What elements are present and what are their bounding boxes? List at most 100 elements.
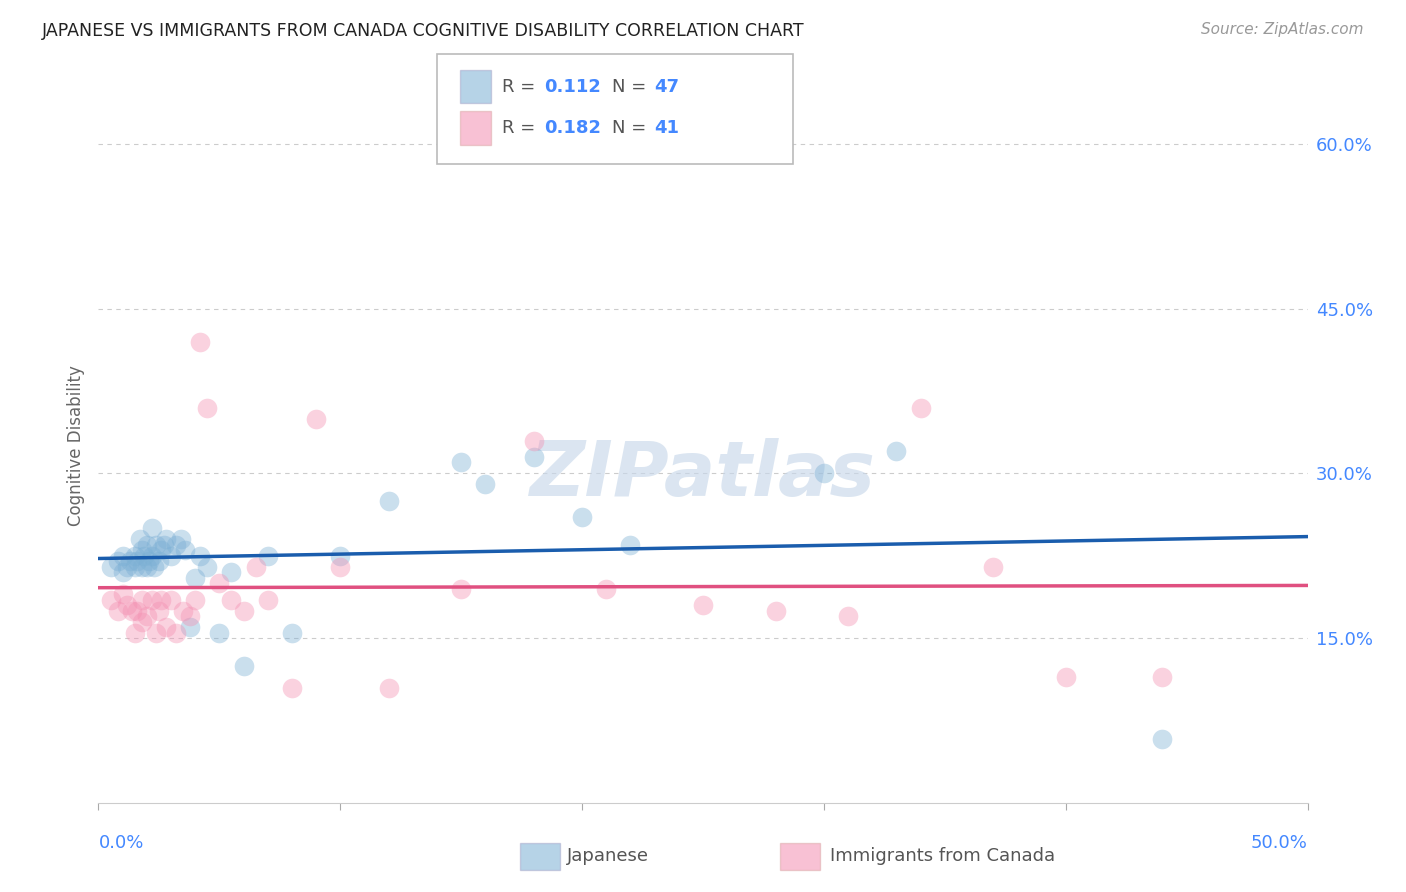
Point — [134, 549, 156, 563]
Point — [155, 533, 177, 547]
Point — [160, 549, 183, 563]
Point — [571, 510, 593, 524]
Point — [107, 604, 129, 618]
Point — [188, 334, 211, 349]
Point — [135, 609, 157, 624]
Text: N =: N = — [612, 119, 651, 136]
Point — [124, 625, 146, 640]
Point — [523, 434, 546, 448]
Point — [117, 598, 139, 612]
Point — [141, 521, 163, 535]
Point — [765, 604, 787, 618]
Point — [245, 559, 267, 574]
Point — [232, 658, 254, 673]
Point — [117, 559, 139, 574]
Point — [155, 620, 177, 634]
Point — [184, 592, 207, 607]
Point — [692, 598, 714, 612]
Point — [131, 559, 153, 574]
Point — [152, 538, 174, 552]
Point — [281, 681, 304, 695]
Point — [886, 444, 908, 458]
Point — [145, 625, 167, 640]
Point — [329, 549, 352, 563]
Point — [121, 604, 143, 618]
Point — [107, 554, 129, 568]
Point — [131, 543, 153, 558]
Point — [377, 494, 399, 508]
Point — [221, 566, 243, 580]
Point — [450, 582, 472, 596]
Point — [208, 576, 231, 591]
Point — [256, 549, 278, 563]
Point — [595, 582, 617, 596]
Point — [305, 411, 328, 425]
Point — [143, 559, 166, 574]
Point — [160, 592, 183, 607]
Point — [141, 592, 163, 607]
Y-axis label: Cognitive Disability: Cognitive Disability — [67, 366, 86, 526]
Point — [124, 549, 146, 563]
Point — [619, 538, 641, 552]
Point — [148, 554, 170, 568]
Point — [174, 543, 197, 558]
Point — [141, 549, 163, 563]
Point — [131, 592, 153, 607]
Text: 0.182: 0.182 — [544, 119, 602, 136]
Text: JAPANESE VS IMMIGRANTS FROM CANADA COGNITIVE DISABILITY CORRELATION CHART: JAPANESE VS IMMIGRANTS FROM CANADA COGNI… — [42, 22, 804, 40]
Text: N =: N = — [612, 78, 651, 95]
Text: ZIPatlas: ZIPatlas — [530, 438, 876, 511]
Point — [837, 609, 859, 624]
Text: 0.112: 0.112 — [544, 78, 600, 95]
Point — [150, 543, 173, 558]
Point — [179, 609, 201, 624]
Point — [111, 587, 134, 601]
Text: R =: R = — [502, 78, 541, 95]
Point — [450, 455, 472, 469]
Point — [232, 604, 254, 618]
Point — [1152, 732, 1174, 747]
Point — [474, 477, 496, 491]
Point — [165, 625, 187, 640]
Point — [910, 401, 932, 415]
Point — [179, 620, 201, 634]
Point — [135, 559, 157, 574]
Text: 41: 41 — [654, 119, 679, 136]
Point — [981, 559, 1004, 574]
Point — [195, 559, 218, 574]
Point — [169, 533, 191, 547]
Point — [184, 571, 207, 585]
Point — [145, 538, 167, 552]
Point — [138, 554, 160, 568]
Point — [377, 681, 399, 695]
Point — [165, 538, 187, 552]
Point — [131, 615, 153, 629]
Point — [172, 604, 194, 618]
Point — [208, 625, 231, 640]
Point — [329, 559, 352, 574]
Point — [281, 625, 304, 640]
Point — [1152, 669, 1174, 683]
Point — [195, 401, 218, 415]
Text: 47: 47 — [654, 78, 679, 95]
Text: 0.0%: 0.0% — [98, 834, 143, 852]
Point — [523, 450, 546, 464]
Point — [111, 566, 134, 580]
Point — [124, 559, 146, 574]
Point — [1054, 669, 1077, 683]
Point — [100, 592, 122, 607]
Text: R =: R = — [502, 119, 541, 136]
Point — [100, 559, 122, 574]
Point — [221, 592, 243, 607]
Point — [256, 592, 278, 607]
Point — [127, 554, 149, 568]
Point — [111, 549, 134, 563]
Point — [188, 549, 211, 563]
Text: Source: ZipAtlas.com: Source: ZipAtlas.com — [1201, 22, 1364, 37]
Point — [135, 538, 157, 552]
Point — [150, 592, 173, 607]
Point — [813, 467, 835, 481]
Point — [148, 604, 170, 618]
Text: Japanese: Japanese — [567, 847, 648, 865]
Text: Immigrants from Canada: Immigrants from Canada — [830, 847, 1054, 865]
